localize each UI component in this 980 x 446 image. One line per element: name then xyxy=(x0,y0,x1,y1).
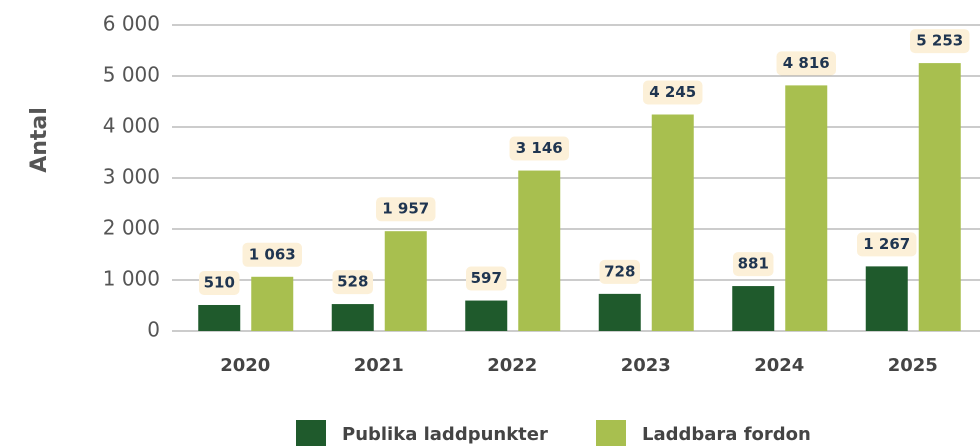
value-label-bg xyxy=(733,252,774,277)
bar xyxy=(518,170,561,331)
x-tick-label: 2023 xyxy=(621,355,671,376)
x-tick-label: 2024 xyxy=(754,355,804,376)
value-label: 1 063 xyxy=(249,245,296,263)
value-label: 3 146 xyxy=(516,139,563,157)
value-label-bg xyxy=(199,270,240,295)
y-tick-label: 6 000 xyxy=(103,12,160,36)
legend-swatch xyxy=(596,420,626,446)
value-label: 1 267 xyxy=(863,235,910,253)
value-label: 597 xyxy=(471,269,502,287)
bar xyxy=(198,304,241,331)
value-label-bg xyxy=(857,232,917,257)
x-tick-label: 2021 xyxy=(354,355,404,376)
bar xyxy=(785,85,828,331)
bar xyxy=(598,293,641,331)
value-label: 728 xyxy=(604,262,635,280)
value-label-bg xyxy=(332,270,373,295)
bar xyxy=(384,231,427,331)
value-label-bg xyxy=(509,136,569,161)
value-label: 5 253 xyxy=(916,32,963,50)
value-label: 881 xyxy=(738,255,769,273)
value-label: 528 xyxy=(337,273,368,291)
bar xyxy=(331,304,374,331)
x-tick-label: 2020 xyxy=(220,355,270,376)
y-tick-label: 1 000 xyxy=(103,267,160,291)
x-tick-label: 2022 xyxy=(487,355,537,376)
bar xyxy=(865,266,908,331)
y-axis-label: Antal xyxy=(27,107,52,173)
value-label-bg xyxy=(643,80,703,105)
bar xyxy=(651,114,694,331)
legend-label: Publika laddpunkter xyxy=(342,424,548,445)
legend-label: Laddbara fordon xyxy=(642,424,811,445)
bar xyxy=(732,286,775,331)
bar xyxy=(918,63,961,332)
value-label-bg xyxy=(776,51,836,76)
y-tick-label: 5 000 xyxy=(103,63,160,87)
value-label-bg xyxy=(376,197,436,222)
value-label: 510 xyxy=(204,273,235,291)
value-label-bg xyxy=(599,259,640,284)
x-tick-label: 2025 xyxy=(888,355,938,376)
y-tick-label: 2 000 xyxy=(103,216,160,240)
bar xyxy=(465,300,508,331)
bar xyxy=(251,276,294,331)
value-label-bg xyxy=(242,242,302,267)
value-label: 4 816 xyxy=(783,54,830,72)
value-label-bg xyxy=(910,29,970,54)
value-label-bg xyxy=(466,266,507,291)
value-label: 1 957 xyxy=(382,200,429,218)
value-label: 4 245 xyxy=(649,83,696,101)
y-tick-label: 3 000 xyxy=(103,165,160,189)
y-tick-label: 0 xyxy=(147,318,160,342)
legend-swatch xyxy=(296,420,326,446)
y-tick-label: 4 000 xyxy=(103,114,160,138)
